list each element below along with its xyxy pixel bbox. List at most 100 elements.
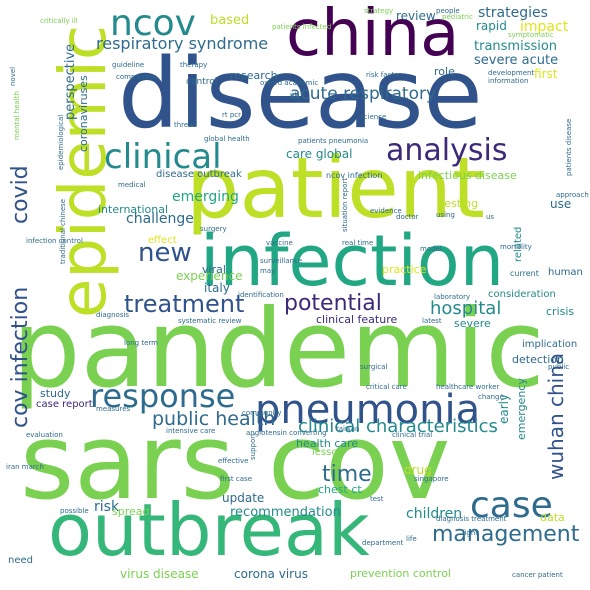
word-prevention-control: prevention control	[350, 567, 451, 580]
word-cov-infection: cov infection	[8, 286, 33, 428]
word-critical-care: critical care	[366, 383, 407, 391]
word-need: need	[8, 555, 33, 566]
word-effective: effective	[218, 457, 249, 465]
word-model: model	[420, 245, 442, 253]
word-disease: disease	[118, 38, 483, 150]
word-mental-health: mental health	[13, 91, 21, 140]
word-study: study	[40, 387, 71, 400]
word-long-term: long term	[124, 339, 158, 347]
word-novel: novel	[9, 66, 17, 86]
word-severe-acute: severe acute	[474, 53, 559, 68]
word-healthcare-worker: healthcare worker	[436, 383, 500, 391]
word-drug: drug	[404, 463, 432, 477]
word-use: use	[550, 197, 572, 211]
word-possible: possible	[60, 507, 89, 515]
word-latest: latest	[422, 317, 442, 325]
word-iran-march: iran march	[6, 463, 44, 471]
word-data: data	[540, 511, 565, 524]
word-cancer-patient: cancer patient	[512, 571, 563, 579]
word-guideline: guideline	[112, 61, 145, 69]
word-current: current	[510, 269, 539, 278]
word-measures: measures	[96, 405, 131, 413]
word-update: update	[222, 491, 265, 505]
word-acute-respiratory: acute respiratory	[290, 84, 437, 104]
word-children: children	[406, 506, 463, 522]
word-health-care: health care	[296, 437, 359, 450]
word-perspective: perspective	[63, 43, 78, 120]
word-emerging: emerging	[172, 189, 239, 205]
word-community: community	[242, 409, 282, 417]
word-consideration: consideration	[488, 289, 556, 300]
word-doctor: doctor	[396, 213, 419, 221]
word-test: test	[370, 495, 384, 503]
word-intensive-care: intensive care	[166, 427, 216, 435]
word-fight: fight	[462, 529, 479, 537]
word-angiotensin-converting: angiotensin converting	[246, 429, 327, 437]
word-taiwan: taiwan	[336, 425, 360, 433]
word-science: science	[360, 113, 387, 121]
word-critically-ill: critically ill	[40, 17, 78, 25]
word-diagnosis-treatment: diagnosis treatment	[436, 515, 507, 523]
word-outbreak: outbreak	[48, 488, 370, 572]
word-singapore: singapore	[414, 475, 449, 483]
word-life: life	[406, 535, 417, 543]
word-infectious-disease: infectious disease	[418, 169, 517, 182]
word-hospital: hospital	[430, 298, 502, 319]
word-epidemiological: epidemiological	[57, 114, 65, 170]
word-treatment: treatment	[124, 290, 245, 318]
word-surgery: surgery	[200, 225, 227, 233]
word-people: people	[436, 7, 460, 15]
word-risk-factor: risk factor	[366, 71, 402, 79]
word-potential: potential	[284, 291, 382, 316]
word-new: new	[138, 238, 192, 268]
word-wuhan-china: wuhan china	[544, 352, 568, 480]
word-testing: testing	[440, 197, 479, 210]
word-symptomatic: symptomatic	[508, 31, 554, 39]
word-us: us	[486, 213, 495, 221]
word-first: first	[534, 67, 558, 81]
word-review: review	[396, 9, 436, 23]
word-may: may	[260, 267, 276, 275]
word-department: department	[362, 539, 404, 547]
word-role: role	[434, 65, 455, 78]
word-identification: identification	[238, 291, 284, 299]
word-patients-infected: patients infected	[272, 23, 332, 31]
word-information: information	[488, 77, 529, 85]
word-china: china	[286, 0, 460, 71]
word-case-report: case report	[36, 399, 93, 410]
word-comparison: comparison	[116, 73, 157, 81]
word-disease-outbreak: disease outbreak	[156, 169, 242, 180]
word-clinical: clinical	[104, 137, 222, 177]
word-vaccine: vaccine	[266, 239, 293, 247]
word-rapid: rapid	[476, 19, 507, 33]
word-oxford-academic: oxford academic	[260, 79, 319, 87]
word-research: research	[230, 69, 278, 82]
word-therapy: therapy	[180, 61, 208, 69]
word-severe: severe	[454, 317, 491, 330]
word-lesson: lesson	[312, 447, 344, 458]
word-patients-pneumonia: patients pneumonia	[298, 137, 369, 145]
word-risk: risk	[94, 499, 120, 515]
word-pandemic: pandemic	[12, 287, 545, 412]
word-development: development	[488, 69, 535, 77]
word-time: time	[322, 462, 372, 487]
word-italy: italy	[204, 281, 230, 295]
word-clinical-feature: clinical feature	[316, 313, 398, 326]
word-situation-report: situation report	[341, 177, 349, 232]
word-practice: practice	[382, 263, 427, 276]
word-control: control	[186, 77, 218, 87]
word-patient: patient	[186, 139, 485, 237]
word-implication: implication	[522, 339, 578, 350]
word-transmission: transmission	[474, 39, 558, 54]
word-respiratory-syndrome: respiratory syndrome	[96, 34, 269, 53]
word-covid: covid	[8, 165, 33, 224]
word-response: response	[90, 377, 236, 415]
word-recommendation: recommendation	[230, 505, 341, 520]
word-virus-disease: virus disease	[120, 567, 199, 581]
word-pneumonia: pneumonia	[255, 387, 481, 433]
word-surgical: surgical	[360, 363, 388, 371]
word-ncov-infection: ncov infection	[326, 171, 383, 180]
word-impact: impact	[520, 19, 569, 35]
word-medical: medical	[118, 181, 146, 189]
word-infection-control: infection control	[26, 237, 83, 245]
